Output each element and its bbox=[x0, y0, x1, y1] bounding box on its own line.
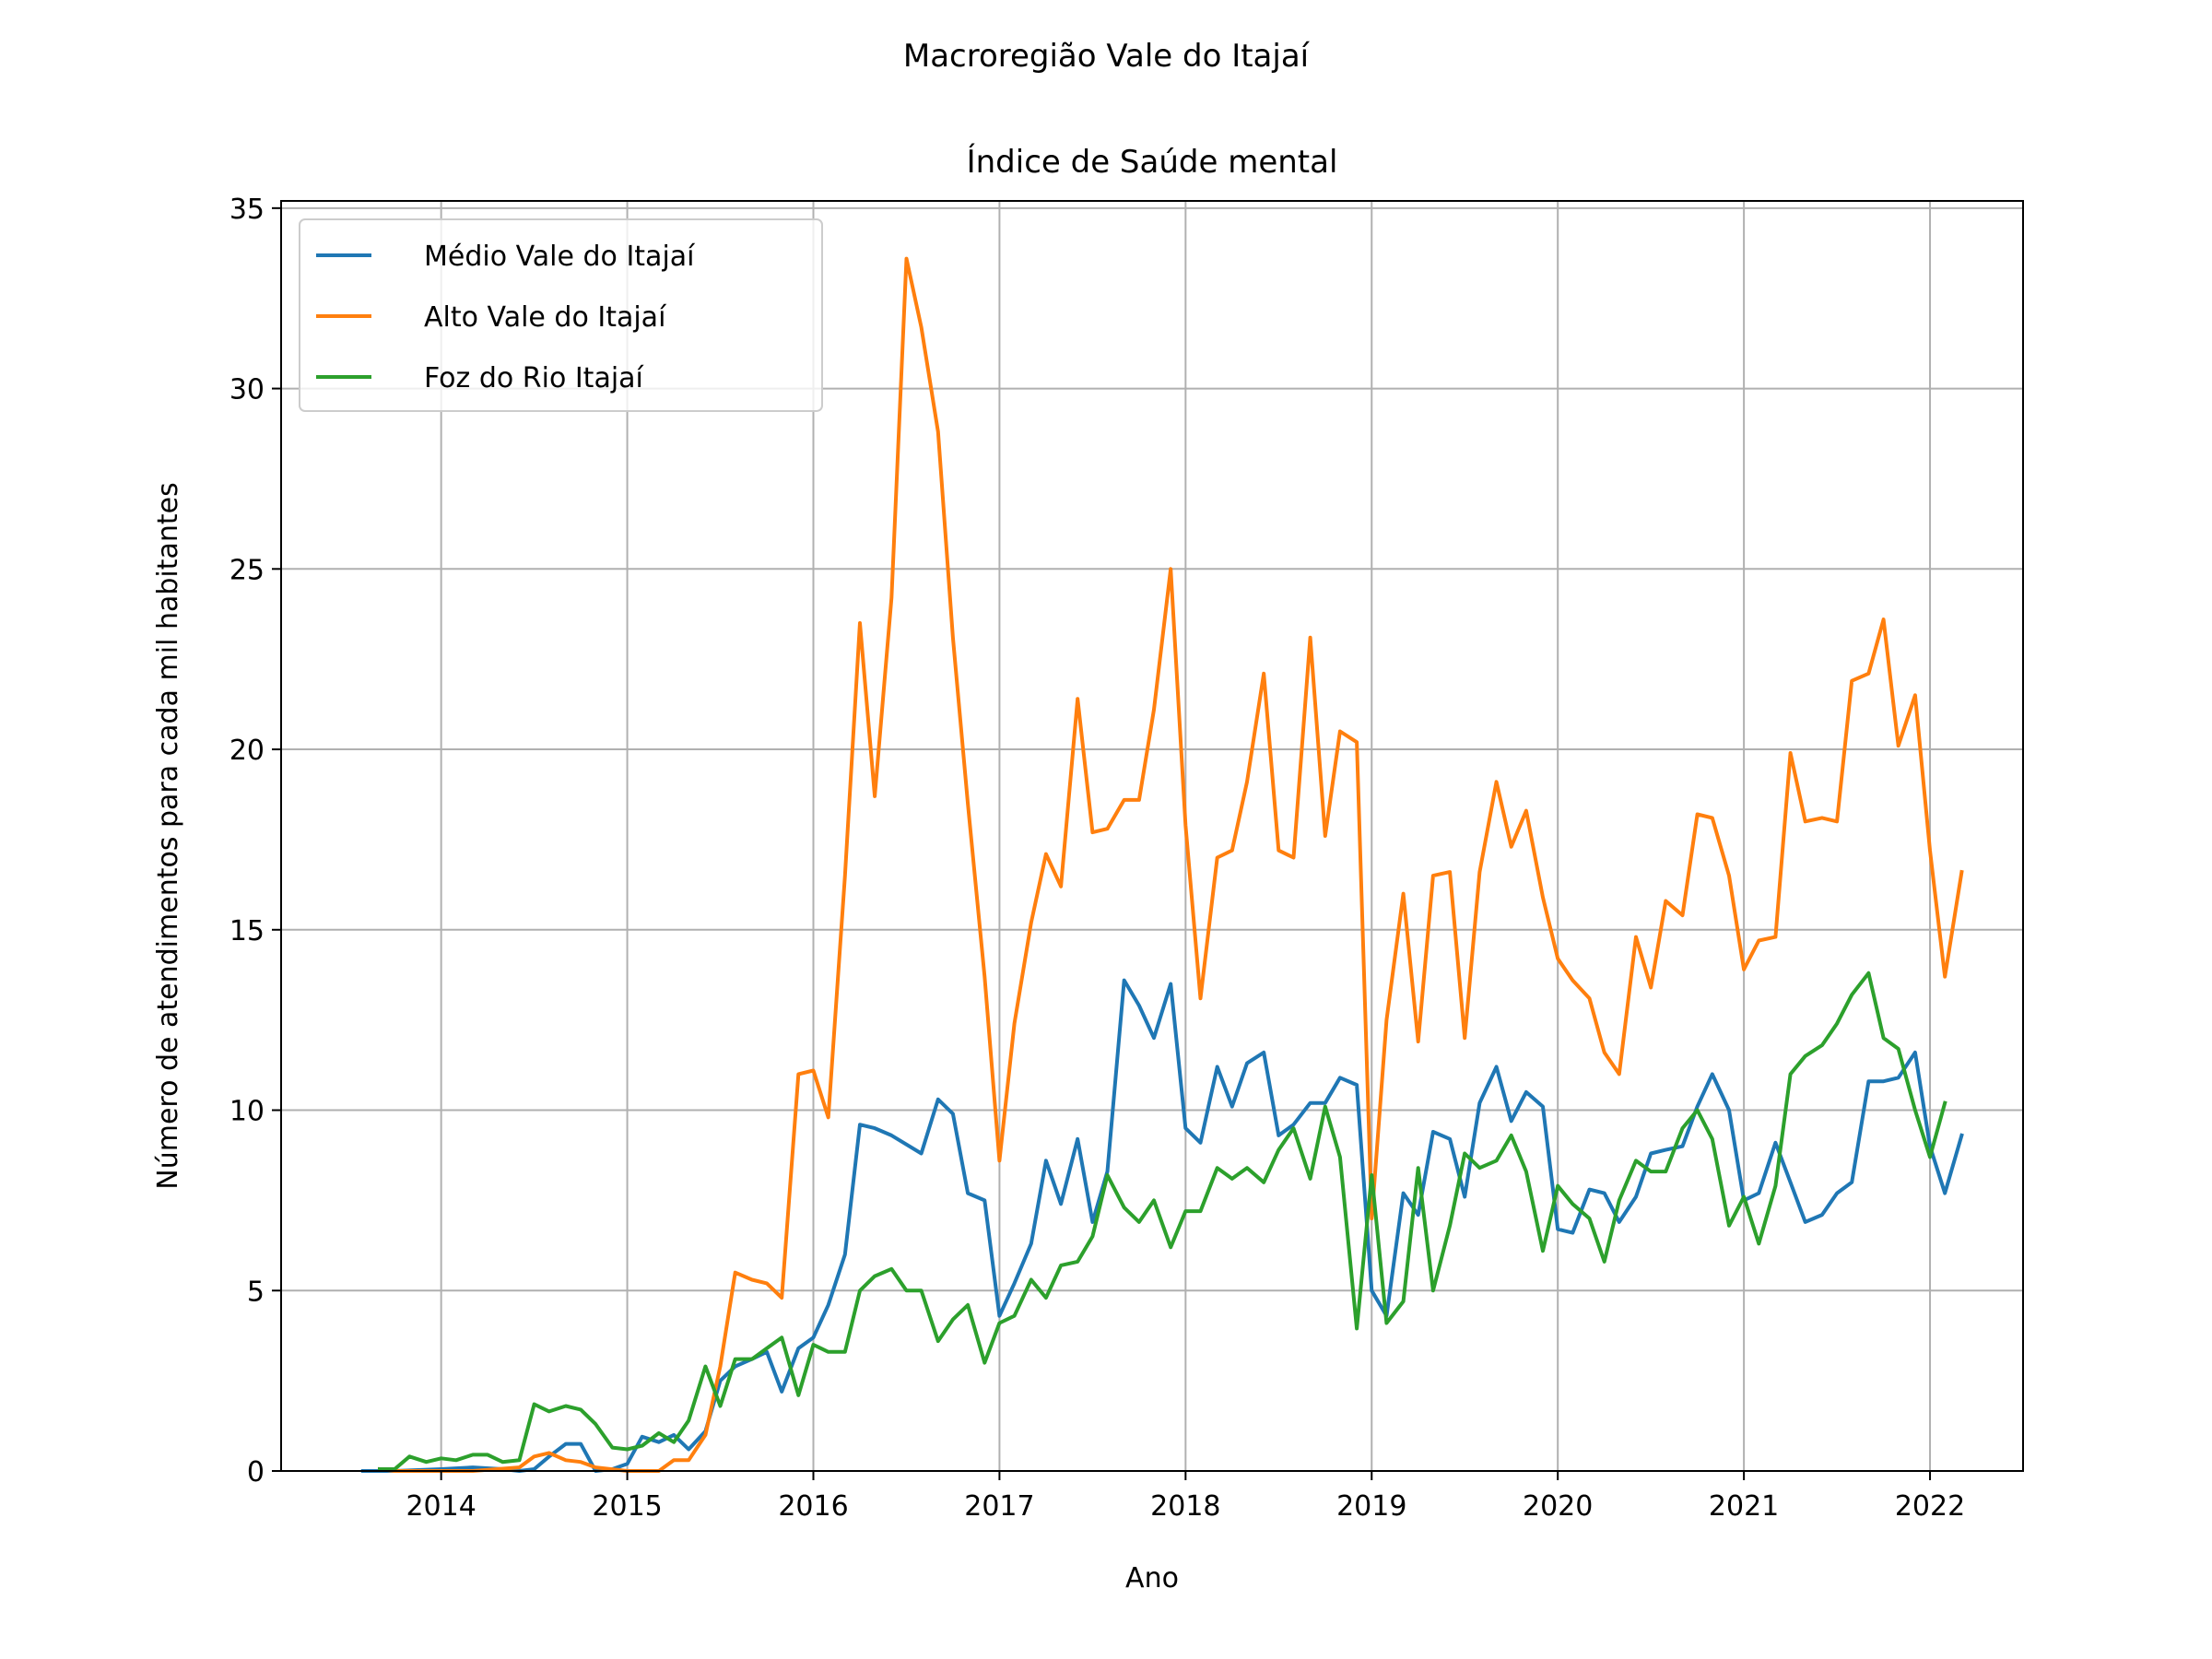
x-tick-label: 2020 bbox=[1523, 1490, 1593, 1523]
x-axis: 2014 2015 2016 2017 2018 2019 2020 2021 2022 bbox=[406, 1471, 1965, 1523]
y-tick-label: 10 bbox=[229, 1096, 265, 1128]
y-tick-label: 0 bbox=[247, 1456, 265, 1488]
y-axis-label: Número de atendimentos para cada mil hab… bbox=[152, 482, 184, 1189]
x-tick-label: 2014 bbox=[406, 1490, 476, 1523]
series-lines bbox=[360, 256, 1964, 1473]
x-tick-label: 2022 bbox=[1895, 1490, 1965, 1523]
y-tick-label: 15 bbox=[229, 915, 265, 947]
y-tick-label: 5 bbox=[247, 1276, 265, 1308]
legend-label: Foz do Rio Itajaí bbox=[424, 362, 645, 394]
y-axis: 0 5 10 15 20 25 30 35 bbox=[229, 194, 281, 1488]
plot-frame bbox=[280, 200, 2024, 1472]
x-tick-label: 2017 bbox=[964, 1490, 1034, 1523]
x-axis-label: Ano bbox=[1125, 1562, 1179, 1594]
legend-label: Médio Vale do Itajaí bbox=[424, 241, 696, 273]
legend-label: Alto Vale do Itajaí bbox=[424, 301, 667, 334]
x-tick-label: 2015 bbox=[592, 1490, 662, 1523]
x-tick-label: 2018 bbox=[1150, 1490, 1220, 1523]
y-tick-label: 30 bbox=[229, 374, 265, 406]
series-line-1 bbox=[360, 978, 1964, 1473]
figure-suptitle: Macroregião Vale do Itajaí bbox=[903, 38, 1311, 75]
x-tick-label: 2019 bbox=[1336, 1490, 1406, 1523]
chart-title: Índice de Saúde mental bbox=[967, 143, 1338, 181]
series-line-3 bbox=[378, 971, 1947, 1471]
x-tick-label: 2016 bbox=[778, 1490, 848, 1523]
y-tick-label: 20 bbox=[229, 735, 265, 767]
y-tick-label: 25 bbox=[229, 554, 265, 586]
series-line-2 bbox=[377, 256, 1964, 1473]
y-tick-label: 35 bbox=[229, 194, 265, 226]
x-tick-label: 2021 bbox=[1709, 1490, 1779, 1523]
legend-frame bbox=[299, 218, 823, 412]
legend: Médio Vale do Itajaí Alto Vale do Itajaí F… bbox=[299, 218, 823, 412]
